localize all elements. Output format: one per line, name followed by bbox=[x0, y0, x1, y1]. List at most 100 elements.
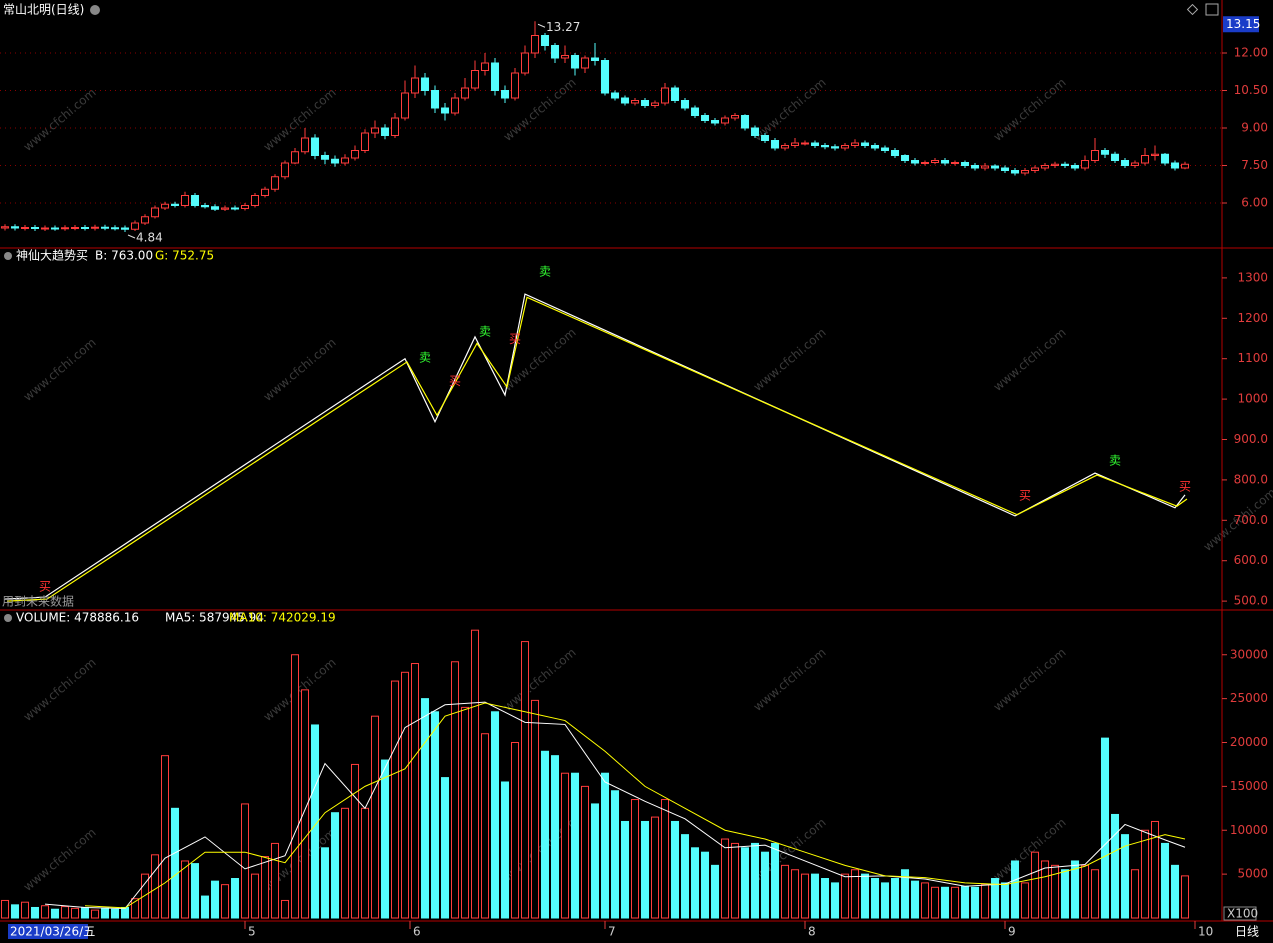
unit-label: X100 bbox=[1227, 907, 1258, 921]
candle-body bbox=[1111, 153, 1119, 161]
signal-label: 买 bbox=[1179, 479, 1191, 493]
candle-body bbox=[591, 57, 599, 61]
menu-icon[interactable] bbox=[4, 614, 12, 622]
y-tick-label: 900.0 bbox=[1234, 432, 1268, 446]
candle-body bbox=[531, 35, 539, 54]
volume-bar bbox=[991, 878, 999, 919]
candle-body bbox=[721, 117, 729, 124]
candle-body bbox=[741, 115, 749, 129]
candle-body bbox=[971, 165, 979, 169]
candle-body bbox=[91, 226, 99, 229]
volume-bar bbox=[451, 661, 459, 919]
candle-body bbox=[311, 137, 319, 156]
candle-body bbox=[181, 195, 189, 206]
volume-bar bbox=[491, 711, 499, 919]
candle-body bbox=[1161, 153, 1169, 164]
candle-body bbox=[491, 62, 499, 91]
menu-icon[interactable] bbox=[4, 252, 12, 260]
volume-bar bbox=[211, 880, 219, 919]
volume-bar bbox=[1, 899, 9, 919]
annotation: 4.84 bbox=[136, 231, 163, 245]
volume-bar bbox=[731, 842, 739, 919]
candle-body bbox=[21, 227, 29, 229]
unit-box bbox=[1223, 906, 1257, 921]
volume-bar bbox=[831, 882, 839, 919]
candle-body bbox=[651, 102, 659, 106]
candle-body bbox=[771, 140, 779, 149]
candle-body bbox=[471, 70, 479, 89]
volume-bar bbox=[971, 886, 979, 919]
candle-body bbox=[541, 35, 549, 46]
candle-body bbox=[891, 150, 899, 156]
volume-bar bbox=[51, 908, 59, 919]
period-label: 日线 bbox=[1235, 925, 1259, 939]
volume-bar bbox=[561, 772, 569, 919]
indicator-line bbox=[6, 296, 1188, 602]
volume-bar bbox=[141, 873, 149, 919]
volume-bar bbox=[541, 750, 549, 919]
volume-bar bbox=[231, 878, 239, 919]
volume-bar bbox=[421, 698, 429, 919]
candle-body bbox=[941, 160, 949, 164]
candle-body bbox=[761, 135, 769, 141]
candle-body bbox=[1141, 155, 1149, 164]
volume-bar bbox=[81, 906, 89, 919]
volume-bar bbox=[821, 878, 829, 919]
x-tick-label: 9 bbox=[1008, 925, 1016, 939]
tool-icon[interactable] bbox=[1186, 3, 1199, 16]
candle-body bbox=[991, 165, 999, 169]
signal-label: 买 bbox=[1019, 489, 1031, 503]
volume-bar bbox=[961, 885, 969, 919]
candle-body bbox=[841, 145, 849, 149]
candle-body bbox=[371, 127, 379, 134]
volume-bar bbox=[781, 864, 789, 919]
volume-bar bbox=[101, 907, 109, 919]
volume-bar bbox=[771, 842, 779, 919]
tool-icon[interactable] bbox=[1205, 3, 1219, 16]
legend-entry: B: 763.00 bbox=[95, 249, 153, 263]
signal-label: 买 bbox=[39, 579, 51, 593]
y-tick-label: 700.0 bbox=[1234, 513, 1268, 527]
candle-body bbox=[1041, 165, 1049, 169]
candle-body bbox=[1151, 153, 1159, 156]
candle-body bbox=[831, 146, 839, 149]
candle-body bbox=[1031, 167, 1039, 171]
volume-bar bbox=[1051, 864, 1059, 919]
panel-title: VOLUME: 478886.16 bbox=[16, 611, 139, 625]
menu-icon[interactable] bbox=[90, 5, 100, 15]
volume-bar bbox=[641, 820, 649, 919]
signal-label: 卖 bbox=[479, 325, 491, 339]
candle-body bbox=[681, 100, 689, 109]
candle-body bbox=[1, 226, 9, 229]
candle-body bbox=[871, 145, 879, 149]
date-label: 2021/03/26/五 bbox=[10, 925, 95, 939]
x-tick-label: 5 bbox=[248, 925, 256, 939]
y-tick-label: 25000 bbox=[1230, 691, 1268, 705]
y-tick-label: 9.00 bbox=[1241, 121, 1268, 135]
volume-bar bbox=[1091, 869, 1099, 919]
y-tick-label: 7.50 bbox=[1241, 158, 1268, 172]
volume-bar bbox=[1021, 882, 1029, 919]
signal-label: 卖 bbox=[539, 264, 551, 278]
candle-body bbox=[121, 227, 129, 230]
candle-body bbox=[1051, 163, 1059, 166]
volume-bar bbox=[261, 856, 269, 919]
candle-body bbox=[281, 162, 289, 178]
y-tick-label: 10000 bbox=[1230, 823, 1268, 837]
volume-bar bbox=[161, 755, 169, 919]
candle-body bbox=[1121, 160, 1129, 166]
volume-bar bbox=[901, 869, 909, 919]
volume-bar bbox=[381, 759, 389, 919]
candle-body bbox=[361, 132, 369, 151]
candle-body bbox=[301, 137, 309, 153]
volume-bar bbox=[581, 785, 589, 919]
annotation-arrow bbox=[127, 234, 136, 239]
legend-entry: G: 752.75 bbox=[155, 249, 214, 263]
volume-bar bbox=[41, 905, 49, 919]
volume-bar bbox=[551, 755, 559, 919]
candle-body bbox=[701, 115, 709, 121]
candle-body bbox=[501, 90, 509, 99]
signal-label: 卖 bbox=[1109, 453, 1121, 467]
candle-body bbox=[1091, 150, 1099, 161]
